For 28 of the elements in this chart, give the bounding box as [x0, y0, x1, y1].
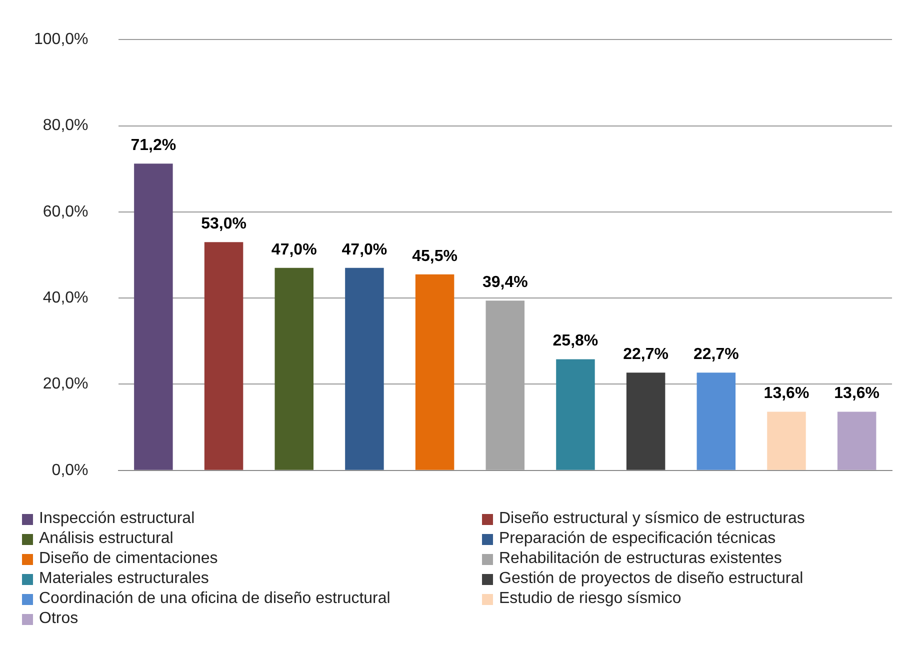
- y-tick-label: 80,0%: [42, 117, 88, 134]
- data-label: 47,0%: [342, 241, 388, 258]
- legend-label: Materiales estructurales: [39, 570, 209, 588]
- y-tick-label: 40,0%: [42, 289, 88, 306]
- legend-label: Diseño estructural y sísmico de estructuras: [499, 510, 805, 528]
- y-tick-label: 0,0%: [52, 462, 88, 479]
- legend-label: Preparación de especificación técnicas: [499, 530, 776, 548]
- data-label: 53,0%: [201, 215, 246, 232]
- legend-label: Coordinación de una oficina de diseño estructural: [39, 590, 390, 608]
- legend-label: Estudio de riesgo sísmico: [499, 590, 682, 608]
- data-label: 45,5%: [412, 248, 458, 265]
- legend-label: Otros: [39, 610, 78, 628]
- data-label: 71,2%: [130, 137, 176, 154]
- y-tick-label: 100,0%: [34, 31, 88, 48]
- legend-label: Rehabilitación de estructuras existentes: [499, 550, 782, 568]
- legend-label: Gestión de proyectos de diseño estructural: [499, 570, 804, 588]
- data-label: 13,6%: [834, 385, 880, 402]
- legend-label: Inspección estructural: [39, 510, 195, 528]
- y-tick-label: 60,0%: [42, 203, 88, 220]
- data-label: 25,8%: [552, 332, 598, 350]
- data-label: 13,6%: [764, 385, 810, 402]
- data-label: 47,0%: [271, 241, 317, 258]
- data-label: 39,4%: [482, 274, 528, 292]
- data-label: 22,7%: [693, 346, 739, 364]
- y-tick-label: 20,0%: [42, 376, 88, 393]
- data-label: 22,7%: [623, 346, 668, 364]
- legend-label: Análisis estructural: [39, 530, 174, 548]
- legend-label: Diseño de cimentaciones: [39, 550, 218, 568]
